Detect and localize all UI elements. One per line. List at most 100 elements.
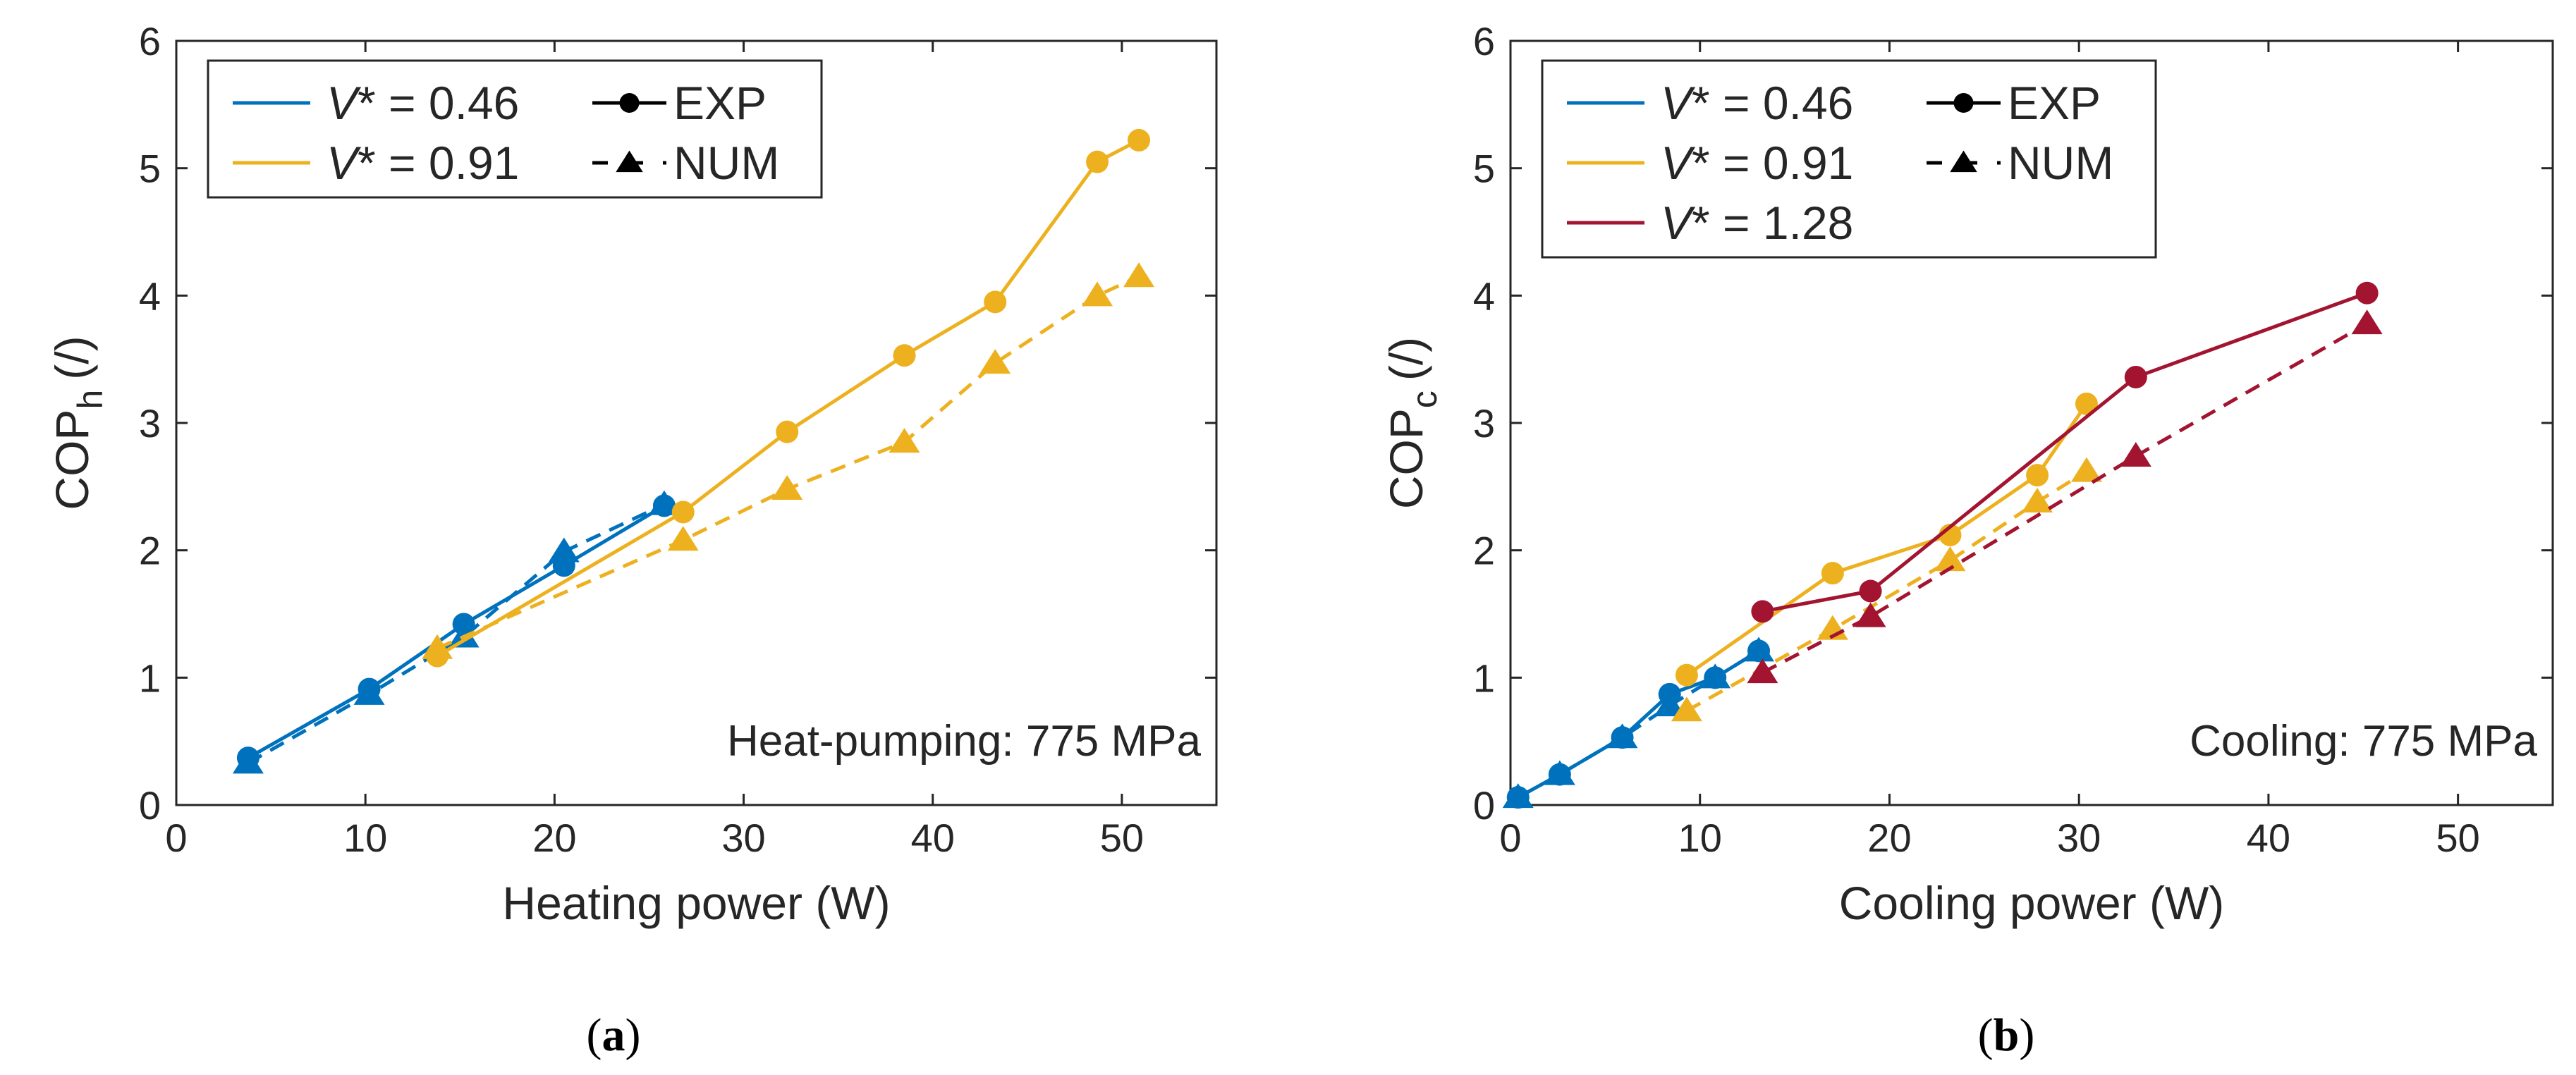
caption-letter: a [602, 1009, 625, 1061]
x-axis-label: Heating power (W) [502, 877, 890, 929]
x-tick-label: 0 [165, 816, 187, 860]
data-point-triangle [1123, 262, 1155, 288]
y-axis-label-main: COP [46, 410, 98, 510]
y-tick-label: 3 [1473, 401, 1495, 446]
y-tick-label: 1 [139, 656, 161, 700]
legend-circle-icon [619, 93, 640, 113]
x-tick-label: 0 [1499, 816, 1521, 860]
data-point-circle [1086, 150, 1109, 173]
x-tick-label: 20 [1867, 816, 1911, 860]
caption-open-paren: ( [587, 1009, 602, 1061]
data-point-triangle [548, 537, 580, 563]
legend-style-label: NUM [673, 137, 779, 189]
legend-var: V [1661, 197, 1696, 249]
panel-caption: (b) [1978, 1009, 2035, 1061]
legend-series-label: V* = 0.91 [1661, 137, 1853, 189]
panel-caption: (a) [587, 1009, 641, 1061]
data-point-circle [2124, 365, 2147, 388]
legend-var: V [1661, 77, 1696, 129]
series-line [247, 503, 665, 765]
data-point-triangle [1502, 783, 1534, 809]
data-point-triangle [889, 428, 920, 453]
data-point-circle [893, 344, 916, 367]
y-axis-label: COPc (/) [1380, 337, 1444, 509]
caption-open-paren: ( [1978, 1009, 1994, 1061]
data-point-triangle [979, 349, 1011, 374]
data-point-triangle [2022, 488, 2053, 513]
data-point-triangle [232, 749, 264, 774]
data-point-triangle [1747, 658, 1778, 684]
data-point-triangle [1606, 723, 1638, 749]
data-point-circle [2355, 281, 2379, 305]
legend-series-label: V* = 1.28 [1661, 197, 1853, 249]
data-point-triangle [1743, 637, 1775, 662]
data-point-triangle [667, 526, 699, 551]
x-tick-label: 10 [1678, 816, 1722, 860]
data-point-triangle [1855, 602, 1886, 627]
y-axis-label-sub: h [71, 390, 110, 410]
data-point-circle [671, 500, 695, 524]
y-tick-label: 4 [1473, 274, 1495, 318]
x-tick-label: 40 [2247, 816, 2290, 860]
y-tick-label: 6 [1473, 19, 1495, 63]
caption-close-paren: ) [625, 1009, 641, 1061]
data-point-triangle [771, 474, 803, 500]
y-tick-label: 0 [139, 783, 161, 828]
data-point-triangle [1654, 692, 1685, 717]
data-point-circle [1675, 663, 1698, 687]
x-tick-label: 30 [2057, 816, 2101, 860]
legend-value: * = 0.91 [1692, 137, 1853, 189]
y-axis-label: COPh (/) [46, 336, 110, 510]
series-line [1685, 469, 2088, 713]
data-point-triangle [1082, 281, 1113, 307]
legend-series-label: V* = 0.91 [326, 137, 519, 189]
x-tick-label: 40 [911, 816, 955, 860]
data-point-triangle [1699, 663, 1731, 689]
annotation-text: Heat-pumping: 775 MPa [727, 717, 1202, 766]
data-point-triangle [1671, 696, 1702, 722]
y-tick-label: 4 [139, 274, 161, 318]
series-line [1762, 321, 2368, 675]
legend-var: V [326, 137, 362, 189]
annotation-text: Cooling: 775 MPa [2190, 717, 2537, 766]
data-point-triangle [2120, 441, 2151, 467]
legend-value: * = 1.28 [1692, 197, 1853, 249]
legend-var: V [326, 77, 362, 129]
y-tick-label: 2 [1473, 529, 1495, 573]
y-tick-label: 2 [139, 529, 161, 573]
y-tick-label: 1 [1473, 656, 1495, 700]
legend-series-label: V* = 0.46 [326, 77, 519, 129]
caption-letter: b [1994, 1009, 2020, 1061]
x-tick-label: 10 [343, 816, 387, 860]
legend-value: * = 0.91 [358, 137, 519, 189]
y-tick-label: 0 [1473, 783, 1495, 828]
legend-style-label: EXP [673, 77, 767, 129]
legend-style-label: EXP [2008, 77, 2101, 129]
legend-var: V [1661, 137, 1696, 189]
y-tick-label: 6 [139, 19, 161, 63]
x-tick-label: 30 [721, 816, 765, 860]
y-axis-label-main: COP [1380, 408, 1432, 509]
y-tick-label: 5 [139, 147, 161, 191]
data-point-triangle [1544, 760, 1575, 785]
legend-value: * = 0.46 [1692, 77, 1853, 129]
y-axis-label-sub: c [1405, 391, 1444, 408]
series-line [1762, 291, 2368, 613]
data-point-circle [1821, 562, 1844, 585]
legend-circle-icon [1953, 93, 1974, 113]
y-axis-label-unit: (/) [46, 336, 98, 379]
y-tick-label: 3 [139, 401, 161, 446]
x-tick-label: 50 [2436, 816, 2479, 860]
data-point-triangle [1934, 546, 1966, 572]
data-point-circle [2026, 464, 2049, 487]
data-point-circle [1751, 600, 1774, 623]
x-tick-label: 50 [1100, 816, 1144, 860]
panel-b: 0 10 20 30 40 50 0 1 2 3 4 5 6 Cooling power (W) COPc (… [1380, 19, 2554, 1061]
data-point-circle [984, 290, 1007, 314]
data-point-triangle [2070, 457, 2102, 482]
data-point-circle [1128, 128, 1151, 152]
legend-value: * = 0.46 [358, 77, 519, 129]
data-point-circle [1859, 579, 1882, 603]
